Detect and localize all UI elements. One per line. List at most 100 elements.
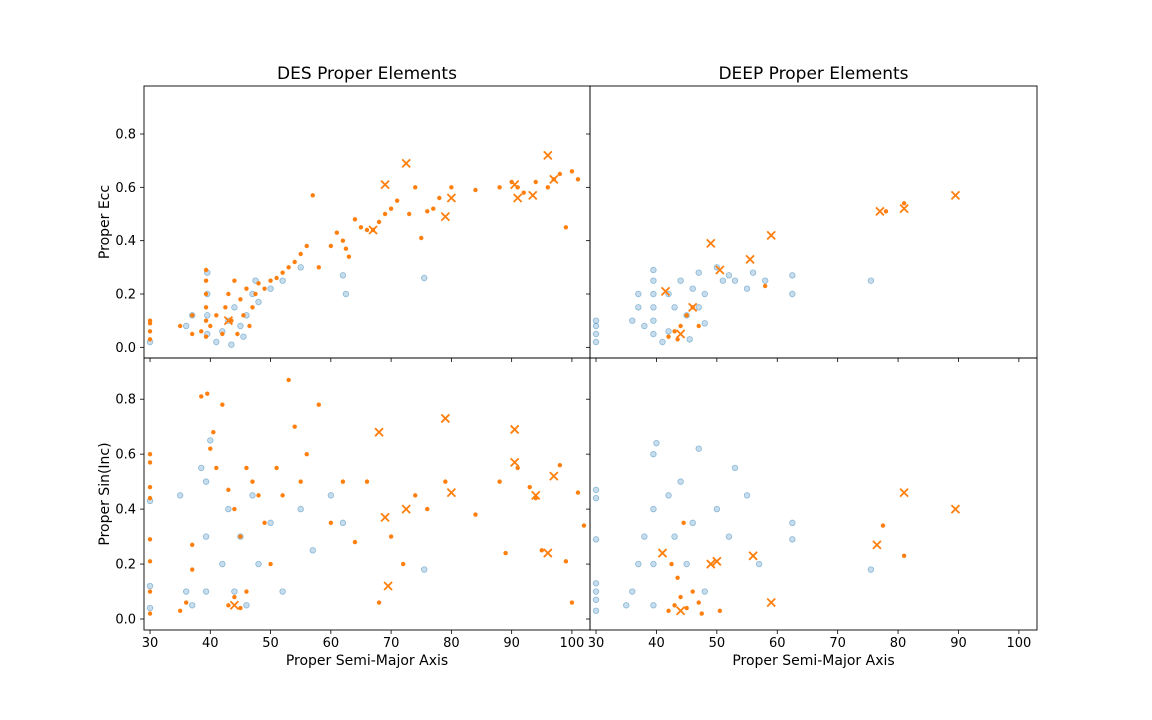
blue-point	[671, 533, 678, 540]
orange-point	[147, 337, 153, 342]
orange-point	[503, 550, 508, 556]
blue-point	[592, 317, 600, 324]
orange-point	[226, 603, 231, 608]
orange-point	[443, 479, 448, 484]
blue-point	[650, 330, 657, 338]
blue-point	[309, 547, 316, 554]
blue-point	[701, 320, 708, 327]
orange-point	[413, 185, 418, 190]
orange-point	[214, 465, 219, 471]
orange-point	[419, 235, 424, 241]
blue-point	[592, 338, 600, 346]
panel-points-2	[146, 377, 587, 616]
orange-point	[696, 323, 701, 329]
y-tick-label: 0.2	[115, 288, 136, 303]
orange-x-marker	[510, 424, 520, 435]
orange-point	[223, 305, 228, 310]
orange-point	[717, 608, 723, 613]
panel-points-0	[146, 150, 581, 348]
blue-point	[683, 560, 690, 568]
orange-point	[147, 611, 153, 616]
orange-point	[238, 534, 243, 539]
orange-point	[147, 589, 153, 594]
orange-point	[147, 329, 153, 334]
orange-point	[244, 286, 249, 291]
x-tick-label: 90	[950, 636, 967, 651]
orange-point	[232, 278, 237, 283]
orange-point	[292, 424, 297, 429]
orange-point	[473, 512, 478, 517]
blue-point	[650, 560, 657, 568]
orange-point	[545, 185, 551, 190]
y-tick-label: 0.6	[115, 448, 136, 463]
orange-x-marker	[899, 204, 909, 214]
orange-x-marker	[715, 265, 725, 275]
orange-x-marker	[706, 238, 716, 248]
orange-point	[569, 600, 575, 605]
orange-point	[147, 495, 153, 501]
orange-point	[280, 493, 285, 498]
blue-point	[731, 277, 739, 284]
orange-point	[696, 600, 701, 605]
orange-point	[199, 394, 204, 399]
orange-point	[238, 605, 243, 611]
orange-x-marker	[706, 559, 716, 569]
orange-x-marker	[675, 606, 686, 616]
blue-point	[592, 486, 600, 494]
orange-x-marker	[872, 540, 882, 550]
blue-point	[701, 588, 708, 595]
orange-point	[244, 589, 249, 594]
blue-point	[789, 519, 796, 527]
orange-x-marker	[660, 286, 671, 296]
orange-point	[298, 479, 303, 484]
orange-point	[183, 600, 189, 605]
blue-point	[231, 588, 238, 595]
orange-point	[328, 243, 334, 249]
orange-point	[394, 198, 400, 203]
orange-point	[203, 267, 209, 273]
blue-point	[677, 478, 684, 485]
orange-point	[358, 225, 364, 230]
orange-point	[262, 520, 267, 526]
orange-x-marker	[950, 504, 961, 514]
blue-point	[279, 588, 286, 595]
blue-point	[231, 304, 238, 311]
orange-point	[250, 479, 255, 484]
blue-point	[146, 582, 154, 590]
blue-point	[635, 290, 642, 298]
orange-x-marker	[446, 193, 457, 203]
orange-point	[364, 227, 370, 233]
orange-point	[678, 594, 683, 600]
panel-points-3	[592, 439, 961, 616]
x-tick-label: 30	[142, 636, 159, 651]
blue-point	[146, 604, 154, 612]
blue-point	[867, 277, 875, 284]
x-tick-label: 50	[262, 636, 279, 651]
orange-point	[497, 185, 502, 190]
blue-point	[789, 272, 796, 279]
orange-point	[666, 334, 671, 339]
orange-point	[883, 209, 889, 214]
blue-point	[623, 602, 630, 609]
orange-x-marker	[510, 180, 520, 190]
blue-point	[237, 322, 244, 330]
panel-1: DEEP Proper Elements	[586, 64, 1038, 362]
orange-point	[205, 391, 210, 396]
orange-point	[177, 608, 183, 613]
blue-point	[592, 536, 600, 543]
blue-point	[592, 588, 600, 595]
blue-point	[650, 505, 657, 513]
orange-point	[241, 313, 246, 318]
orange-point	[190, 567, 195, 572]
orange-point	[214, 313, 219, 318]
orange-point	[675, 575, 680, 580]
orange-point	[382, 211, 388, 217]
orange-point	[376, 600, 382, 605]
blue-point	[641, 533, 648, 540]
orange-point	[190, 313, 195, 318]
orange-point	[901, 553, 907, 559]
x-tick-label: 40	[648, 636, 665, 651]
x-tick-label: 80	[890, 636, 907, 651]
blue-point	[213, 338, 220, 346]
